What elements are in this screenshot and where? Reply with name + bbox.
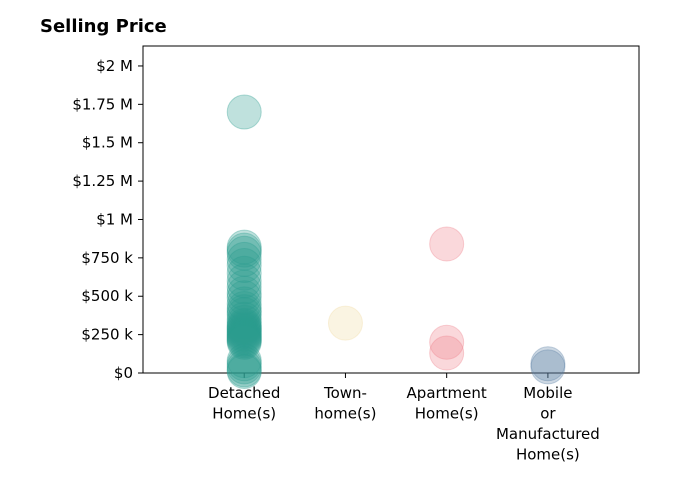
x-tick-label: Apartment Home(s) [407,384,487,423]
data-point [226,304,262,340]
plot-frame [142,45,640,374]
data-point [226,346,262,382]
data-point [226,314,262,350]
data-point [226,318,262,354]
data-point [226,255,262,291]
data-point [226,94,262,130]
data-point [226,349,262,385]
data-point [327,305,363,341]
y-tick-label: $750 k [81,249,133,267]
data-point [530,346,566,382]
data-point [226,297,262,333]
data-point [226,324,262,360]
data-point [226,310,262,346]
data-point [226,317,262,353]
data-point [226,229,262,265]
data-point [226,353,262,389]
data-point [226,263,262,299]
y-tick-label: $1.75 M [72,95,133,113]
data-point [226,291,262,327]
data-point [429,335,465,371]
data-point [226,301,262,337]
data-point [226,320,262,356]
data-point [226,275,262,311]
data-point [226,309,262,345]
y-tick-label: $0 [114,364,133,382]
x-tick-label: Detached Home(s) [208,384,280,423]
data-point [226,352,262,388]
data-point [226,232,262,268]
data-point [226,286,262,322]
data-point [226,248,262,284]
data-point [226,280,262,316]
chart-title: Selling Price [40,16,167,37]
y-tick-label: $250 k [81,326,133,344]
y-tick-label: $1.5 M [82,134,133,152]
data-point [226,312,262,348]
data-point [226,343,262,379]
y-tick-label: $1 M [96,210,133,228]
data-point [226,294,262,330]
data-point [429,324,465,360]
data-point [226,315,262,351]
y-tick-label: $500 k [81,287,133,305]
data-point [226,241,262,277]
data-point [226,321,262,357]
data-point [530,349,566,385]
data-point [429,226,465,262]
x-tick-label: Town-home(s) [314,384,376,423]
data-point [226,323,262,359]
data-point [226,307,262,343]
x-tick-label: Mobile or Manufactured Home(s) [496,384,600,464]
y-tick-label: $1.25 M [72,172,133,190]
data-point [226,235,262,271]
y-tick-label: $2 M [96,57,133,75]
data-point [226,269,262,305]
